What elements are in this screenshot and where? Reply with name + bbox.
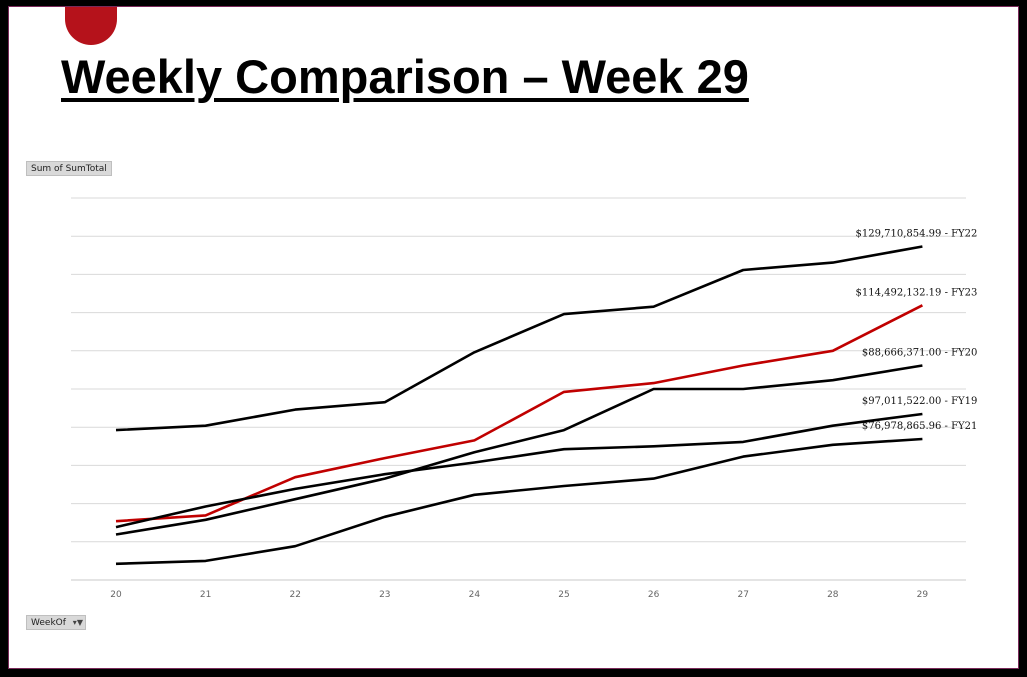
x-tick-label: 28 <box>827 590 839 600</box>
series-line-fy19[interactable] <box>115 412 923 529</box>
slide: Weekly Comparison – Week 29 Sum of SumTo… <box>8 6 1019 669</box>
x-tick-label: 22 <box>289 590 300 600</box>
series-line-fy22[interactable] <box>115 245 923 432</box>
x-tick-label: 27 <box>737 590 748 600</box>
x-axis-ticks: 20 21 22 23 24 25 26 27 28 29 <box>110 590 928 600</box>
series-lines <box>115 245 923 566</box>
series-line-fy20[interactable] <box>115 364 923 536</box>
end-label-fy23: $114,492,132.19 - FY23 <box>856 287 978 298</box>
filter-icon[interactable]: ▾▼ <box>72 618 83 627</box>
end-label-fy22: $129,710,854.99 - FY22 <box>856 228 978 239</box>
end-label-fy19: $97,011,522.00 - FY19 <box>862 396 978 407</box>
x-tick-label: 26 <box>648 590 660 600</box>
gridlines <box>71 197 966 581</box>
x-tick-label: 20 <box>110 590 122 600</box>
series-line-fy23[interactable] <box>115 304 923 523</box>
x-tick-label: 29 <box>917 590 929 600</box>
series-line-fy21[interactable] <box>115 437 923 566</box>
end-label-fy20: $88,666,371.00 - FY20 <box>862 347 978 358</box>
axis-field-label: WeekOf <box>31 618 66 628</box>
x-tick-label: 25 <box>558 590 569 600</box>
x-tick-label: 24 <box>469 590 481 600</box>
end-labels: $129,710,854.99 - FY22 $114,492,132.19 - … <box>856 228 978 431</box>
x-tick-label: 23 <box>379 590 390 600</box>
values-field-button[interactable]: Sum of SumTotal <box>26 161 112 176</box>
page-title: Weekly Comparison – Week 29 <box>61 50 749 103</box>
x-tick-label: 21 <box>200 590 211 600</box>
values-field-label: Sum of SumTotal <box>31 164 107 174</box>
axis-field-button[interactable]: WeekOf ▾▼ <box>26 615 86 630</box>
end-label-fy21: $76,978,865.96 - FY21 <box>862 421 978 432</box>
